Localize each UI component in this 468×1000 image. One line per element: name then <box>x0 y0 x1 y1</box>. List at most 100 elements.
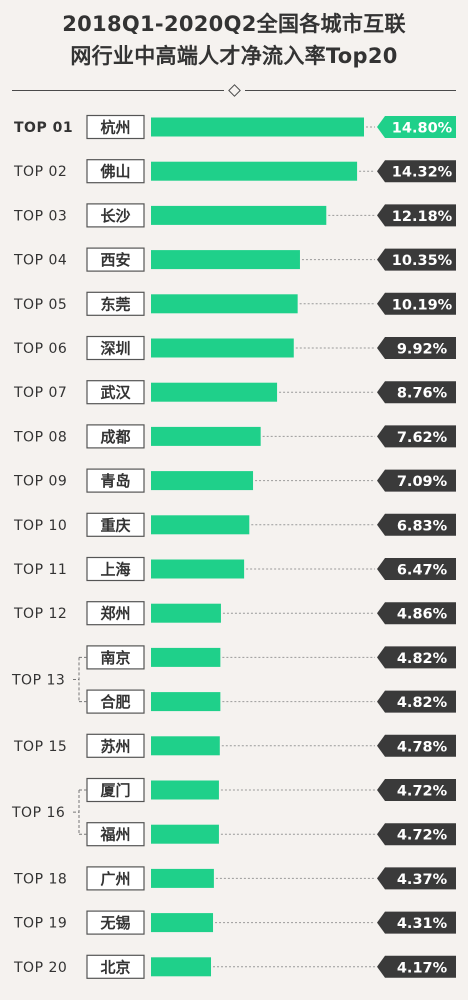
rank-label: TOP 19 <box>13 916 67 932</box>
city-label: 福州 <box>99 826 130 844</box>
value-badge <box>377 690 456 713</box>
rank-label: TOP 12 <box>13 606 67 622</box>
value-label: 14.80% <box>392 121 453 137</box>
value-label: 4.82% <box>397 651 448 667</box>
bar <box>151 692 221 712</box>
rank-label: TOP 09 <box>13 474 67 490</box>
city-label: 武汉 <box>100 384 131 402</box>
city-label-box <box>86 733 145 758</box>
title-divider-left <box>12 90 224 91</box>
bar <box>151 117 364 137</box>
city-label: 西安 <box>100 251 130 269</box>
city-label: 郑州 <box>100 605 130 623</box>
value-badge <box>377 955 456 978</box>
value-label: 4.86% <box>397 607 448 623</box>
value-badge <box>377 337 456 359</box>
city-label: 佛山 <box>99 163 130 181</box>
rank-label: TOP 08 <box>13 429 67 445</box>
rank-label: TOP 11 <box>13 562 67 578</box>
bar <box>151 603 221 623</box>
value-label: 9.92% <box>397 342 448 358</box>
city-label: 南京 <box>100 649 130 667</box>
value-badge <box>377 558 456 580</box>
city-label: 东莞 <box>100 295 130 313</box>
tie-bracket <box>73 789 87 835</box>
value-label: 4.37% <box>397 872 448 888</box>
value-label: 4.82% <box>397 695 448 711</box>
city-label-box <box>86 910 145 935</box>
city-label: 北京 <box>100 958 130 976</box>
rank-label: TOP 18 <box>13 871 67 887</box>
value-label: 4.72% <box>397 784 448 800</box>
value-label: 10.19% <box>392 297 453 313</box>
rank-label: TOP 06 <box>13 341 67 357</box>
value-label: 7.62% <box>397 430 448 446</box>
value-badge <box>377 646 456 669</box>
rank-label: TOP 16 <box>11 805 65 821</box>
value-badge <box>377 425 456 448</box>
rank-label: TOP 20 <box>13 960 67 976</box>
value-label: 8.76% <box>397 386 448 402</box>
value-badge <box>377 160 456 183</box>
value-label: 12.18% <box>392 209 453 225</box>
bar <box>151 426 261 446</box>
city-label: 厦门 <box>100 782 130 800</box>
bar <box>151 338 294 358</box>
city-label-box <box>86 380 145 405</box>
rank-label: TOP 10 <box>13 518 67 534</box>
value-badge <box>377 911 456 934</box>
city-label-box <box>86 291 145 316</box>
value-label: 4.72% <box>397 828 448 844</box>
bar <box>151 957 212 977</box>
city-label: 青岛 <box>100 472 130 490</box>
city-label: 长沙 <box>100 207 130 225</box>
tie-bracket <box>73 656 87 703</box>
bar <box>151 382 278 402</box>
bar <box>151 736 220 756</box>
value-badge <box>377 823 456 846</box>
rank-label: TOP 03 <box>13 208 67 224</box>
city-label-box <box>86 954 145 979</box>
value-badge <box>377 469 456 492</box>
rank-label: TOP 15 <box>13 739 67 755</box>
rank-label: TOP 13 <box>11 673 65 689</box>
city-label-box <box>86 247 145 272</box>
value-badge <box>377 381 456 404</box>
bar <box>151 868 214 888</box>
title-divider-right <box>245 90 456 91</box>
bar <box>151 515 250 535</box>
rank-label: TOP 02 <box>13 164 67 180</box>
city-label-box <box>86 601 145 626</box>
value-label: 10.35% <box>392 253 453 269</box>
value-badge <box>377 292 456 315</box>
value-label: 14.32% <box>392 165 453 181</box>
city-label-box <box>86 114 145 140</box>
value-badge <box>377 779 456 801</box>
city-label: 成都 <box>100 428 130 446</box>
city-label: 广州 <box>100 870 130 888</box>
rank-label: TOP 07 <box>13 385 67 401</box>
bar <box>151 559 245 579</box>
rank-label: TOP 04 <box>13 253 67 269</box>
city-label: 重庆 <box>100 516 130 534</box>
bar <box>151 205 327 225</box>
city-label-box <box>86 556 145 582</box>
bar <box>151 913 214 933</box>
city-label-box <box>86 866 145 891</box>
value-badge <box>377 513 456 536</box>
city-label: 无锡 <box>99 914 130 932</box>
value-badge <box>377 602 456 625</box>
value-badge <box>377 204 456 227</box>
value-label: 6.83% <box>397 518 448 534</box>
bar <box>151 471 254 491</box>
value-badge <box>377 248 456 271</box>
city-label: 深圳 <box>100 340 130 358</box>
value-label: 4.78% <box>397 739 448 755</box>
bar <box>151 161 358 181</box>
city-label: 苏州 <box>100 737 130 755</box>
bar <box>151 647 221 667</box>
bar <box>151 824 219 844</box>
value-badge <box>377 867 456 890</box>
chart-title-line-2: 网行业中高端人才净流入率Top20 <box>70 44 398 68</box>
